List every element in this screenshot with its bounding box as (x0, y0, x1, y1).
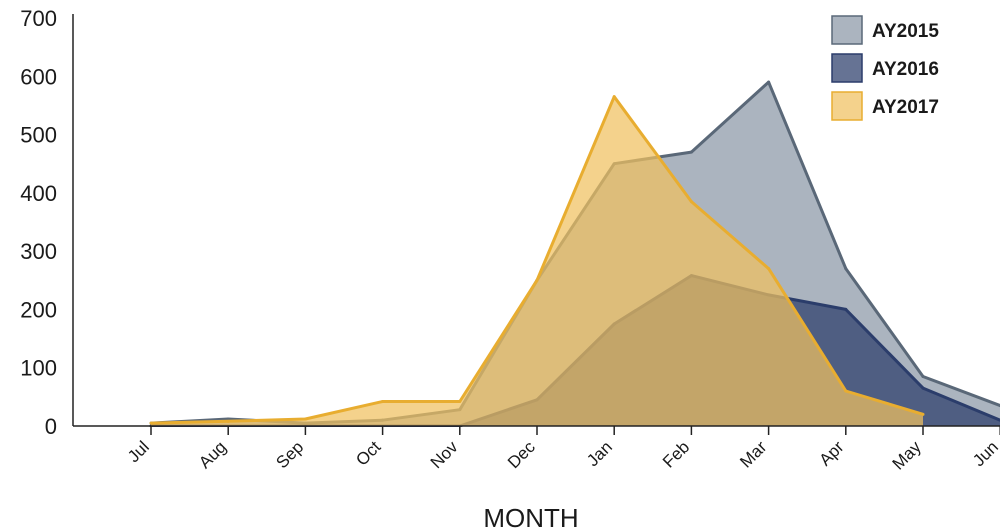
y-tick-label: 700 (20, 6, 57, 31)
legend-swatch-ay2017 (831, 91, 863, 121)
x-tick-label: Nov (427, 437, 462, 472)
point-ay2016-10 (921, 386, 925, 390)
y-tick-label: 100 (20, 356, 57, 381)
legend-swatch-ay2015 (831, 15, 863, 45)
point-ay2017-0 (149, 421, 153, 425)
x-tick-label: May (889, 437, 925, 473)
point-ay2017-7 (689, 200, 693, 204)
point-ay2017-2 (303, 417, 307, 421)
legend-label-ay2017: AY2017 (872, 97, 939, 118)
legend-label-ay2015: AY2015 (872, 21, 939, 42)
x-tick-label: Feb (659, 437, 693, 471)
x-tick-label: Jan (583, 437, 616, 470)
y-tick-label: 200 (20, 297, 57, 322)
legend-swatch-ay2016 (831, 53, 863, 83)
point-ay2017-5 (535, 278, 539, 282)
point-ay2015-9 (844, 267, 848, 271)
point-ay2017-9 (844, 389, 848, 393)
area-ay2017 (151, 96, 923, 426)
x-axis-ticks: Jul Aug Sep Oct Nov Dec Jan Feb Mar Apr May Jun (124, 426, 1000, 474)
x-tick-label: Dec (504, 437, 539, 472)
y-axis-ticks: 0 100 200 300 400 500 600 700 (20, 6, 57, 439)
point-ay2017-6 (612, 95, 616, 99)
x-tick-label: Sep (272, 437, 307, 472)
x-tick-label: Jul (124, 437, 153, 466)
x-axis-label: MONTH (483, 503, 578, 531)
point-ay2017-10 (921, 412, 925, 416)
point-ay2017-1 (226, 419, 230, 423)
legend-label-ay2016: AY2016 (872, 59, 939, 80)
x-tick-label: Jun (969, 437, 1000, 470)
point-ay2015-7 (689, 150, 693, 154)
point-ay2017-4 (458, 400, 462, 404)
legend: AY2015 AY2016 AY2017 (831, 15, 939, 121)
point-ay2017-3 (381, 400, 385, 404)
point-ay2016-9 (844, 307, 848, 311)
y-tick-label: 400 (20, 181, 57, 206)
point-ay2015-8 (767, 80, 771, 84)
y-tick-label: 0 (45, 414, 57, 439)
x-tick-label: Aug (195, 437, 230, 472)
y-tick-label: 500 (20, 123, 57, 148)
x-tick-label: Apr (815, 437, 847, 469)
point-ay2015-1 (226, 417, 230, 421)
x-tick-label: Mar (736, 437, 770, 471)
point-ay2017-8 (767, 267, 771, 271)
series-areas (149, 80, 1000, 427)
x-tick-label: Oct (352, 437, 384, 469)
y-tick-label: 300 (20, 239, 57, 264)
y-tick-label: 600 (20, 64, 57, 89)
point-ay2015-10 (921, 374, 925, 378)
